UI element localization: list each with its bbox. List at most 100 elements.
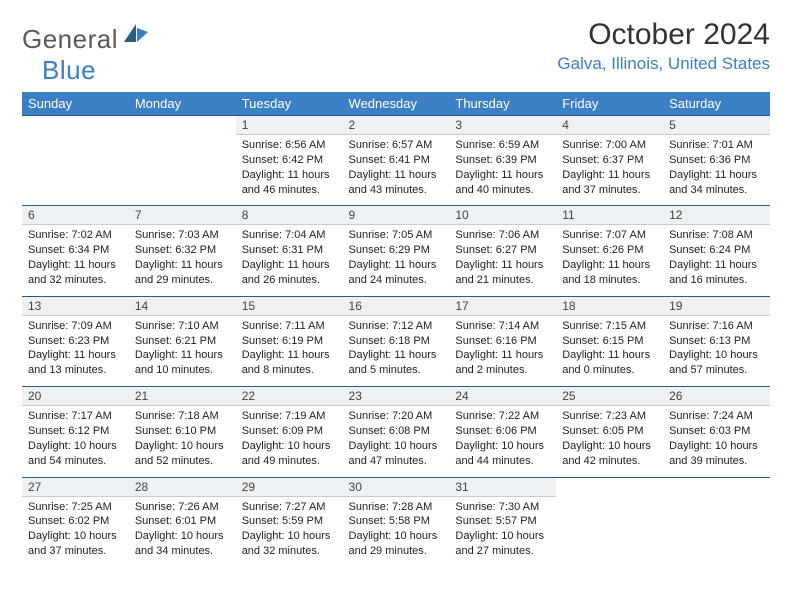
daylight-text: Daylight: 10 hours — [349, 529, 444, 544]
daylight-text: Daylight: 10 hours — [28, 439, 123, 454]
daylight-text: Daylight: 11 hours — [455, 168, 550, 183]
day-cell: Sunrise: 7:01 AMSunset: 6:36 PMDaylight:… — [663, 135, 770, 206]
sunset-text: Sunset: 6:09 PM — [242, 424, 337, 439]
day-number-row: 13141516171819 — [22, 296, 770, 315]
day-cell: Sunrise: 7:11 AMSunset: 6:19 PMDaylight:… — [236, 315, 343, 386]
daylight-text-2: and 8 minutes. — [242, 363, 337, 378]
day-number: 13 — [22, 296, 129, 315]
daylight-text: Daylight: 11 hours — [562, 258, 657, 273]
daylight-text-2: and 49 minutes. — [242, 454, 337, 469]
daylight-text: Daylight: 10 hours — [135, 529, 230, 544]
sunset-text: Sunset: 6:06 PM — [455, 424, 550, 439]
day-content-row: Sunrise: 7:09 AMSunset: 6:23 PMDaylight:… — [22, 315, 770, 386]
daylight-text: Daylight: 11 hours — [669, 168, 764, 183]
day-number: 1 — [236, 116, 343, 135]
sunrise-text: Sunrise: 7:11 AM — [242, 319, 337, 334]
weekday-header-row: Sunday Monday Tuesday Wednesday Thursday… — [22, 92, 770, 116]
day-number: 9 — [343, 206, 450, 225]
day-number: 4 — [556, 116, 663, 135]
sunrise-text: Sunrise: 7:16 AM — [669, 319, 764, 334]
sunrise-text: Sunrise: 7:18 AM — [135, 409, 230, 424]
day-number: 8 — [236, 206, 343, 225]
sunrise-text: Sunrise: 7:03 AM — [135, 228, 230, 243]
sunset-text: Sunset: 5:58 PM — [349, 514, 444, 529]
daylight-text-2: and 21 minutes. — [455, 273, 550, 288]
daylight-text-2: and 27 minutes. — [455, 544, 550, 559]
sunset-text: Sunset: 6:13 PM — [669, 334, 764, 349]
day-number: 10 — [449, 206, 556, 225]
day-number-row: 6789101112 — [22, 206, 770, 225]
daylight-text: Daylight: 11 hours — [349, 348, 444, 363]
sunset-text: Sunset: 6:03 PM — [669, 424, 764, 439]
weekday-header: Monday — [129, 92, 236, 116]
day-cell: Sunrise: 6:59 AMSunset: 6:39 PMDaylight:… — [449, 135, 556, 206]
sunrise-text: Sunrise: 7:04 AM — [242, 228, 337, 243]
daylight-text-2: and 5 minutes. — [349, 363, 444, 378]
daylight-text-2: and 57 minutes. — [669, 363, 764, 378]
sunset-text: Sunset: 5:57 PM — [455, 514, 550, 529]
daylight-text-2: and 43 minutes. — [349, 183, 444, 198]
daylight-text-2: and 40 minutes. — [455, 183, 550, 198]
daylight-text: Daylight: 11 hours — [135, 258, 230, 273]
day-cell: Sunrise: 6:57 AMSunset: 6:41 PMDaylight:… — [343, 135, 450, 206]
sunset-text: Sunset: 6:27 PM — [455, 243, 550, 258]
sunset-text: Sunset: 6:01 PM — [135, 514, 230, 529]
sunset-text: Sunset: 6:05 PM — [562, 424, 657, 439]
daylight-text-2: and 29 minutes. — [349, 544, 444, 559]
sunrise-text: Sunrise: 7:12 AM — [349, 319, 444, 334]
day-number: 29 — [236, 477, 343, 496]
sunrise-text: Sunrise: 7:23 AM — [562, 409, 657, 424]
sunrise-text: Sunrise: 7:25 AM — [28, 500, 123, 515]
day-number: 18 — [556, 296, 663, 315]
sunrise-text: Sunrise: 7:00 AM — [562, 138, 657, 153]
weekday-header: Wednesday — [343, 92, 450, 116]
sunrise-text: Sunrise: 7:02 AM — [28, 228, 123, 243]
day-cell: Sunrise: 7:16 AMSunset: 6:13 PMDaylight:… — [663, 315, 770, 386]
daylight-text: Daylight: 11 hours — [669, 258, 764, 273]
daylight-text: Daylight: 11 hours — [242, 348, 337, 363]
daylight-text-2: and 13 minutes. — [28, 363, 123, 378]
day-number: 25 — [556, 387, 663, 406]
sunrise-text: Sunrise: 7:19 AM — [242, 409, 337, 424]
day-cell: Sunrise: 7:06 AMSunset: 6:27 PMDaylight:… — [449, 225, 556, 296]
day-number: 30 — [343, 477, 450, 496]
weekday-header: Tuesday — [236, 92, 343, 116]
day-number-row: 2728293031 — [22, 477, 770, 496]
day-cell — [663, 496, 770, 567]
day-number: 31 — [449, 477, 556, 496]
sunset-text: Sunset: 6:15 PM — [562, 334, 657, 349]
sunrise-text: Sunrise: 7:17 AM — [28, 409, 123, 424]
daylight-text: Daylight: 11 hours — [242, 258, 337, 273]
sunrise-text: Sunrise: 7:22 AM — [455, 409, 550, 424]
day-cell: Sunrise: 7:05 AMSunset: 6:29 PMDaylight:… — [343, 225, 450, 296]
daylight-text-2: and 37 minutes. — [28, 544, 123, 559]
sunset-text: Sunset: 6:18 PM — [349, 334, 444, 349]
day-cell: Sunrise: 7:20 AMSunset: 6:08 PMDaylight:… — [343, 406, 450, 477]
daylight-text-2: and 29 minutes. — [135, 273, 230, 288]
sunset-text: Sunset: 6:24 PM — [669, 243, 764, 258]
day-cell: Sunrise: 7:14 AMSunset: 6:16 PMDaylight:… — [449, 315, 556, 386]
day-cell: Sunrise: 7:08 AMSunset: 6:24 PMDaylight:… — [663, 225, 770, 296]
day-number: 22 — [236, 387, 343, 406]
day-cell: Sunrise: 7:07 AMSunset: 6:26 PMDaylight:… — [556, 225, 663, 296]
day-cell: Sunrise: 7:24 AMSunset: 6:03 PMDaylight:… — [663, 406, 770, 477]
day-cell: Sunrise: 7:00 AMSunset: 6:37 PMDaylight:… — [556, 135, 663, 206]
daylight-text-2: and 47 minutes. — [349, 454, 444, 469]
sunset-text: Sunset: 6:36 PM — [669, 153, 764, 168]
sunrise-text: Sunrise: 7:27 AM — [242, 500, 337, 515]
daylight-text-2: and 39 minutes. — [669, 454, 764, 469]
location: Galva, Illinois, United States — [557, 54, 770, 74]
sunset-text: Sunset: 6:37 PM — [562, 153, 657, 168]
sunrise-text: Sunrise: 6:59 AM — [455, 138, 550, 153]
sunrise-text: Sunrise: 7:30 AM — [455, 500, 550, 515]
daylight-text-2: and 16 minutes. — [669, 273, 764, 288]
day-cell: Sunrise: 7:27 AMSunset: 5:59 PMDaylight:… — [236, 496, 343, 567]
daylight-text: Daylight: 11 hours — [28, 258, 123, 273]
sunrise-text: Sunrise: 7:24 AM — [669, 409, 764, 424]
sunset-text: Sunset: 6:19 PM — [242, 334, 337, 349]
sunrise-text: Sunrise: 7:06 AM — [455, 228, 550, 243]
daylight-text-2: and 46 minutes. — [242, 183, 337, 198]
day-cell: Sunrise: 7:03 AMSunset: 6:32 PMDaylight:… — [129, 225, 236, 296]
day-number: 24 — [449, 387, 556, 406]
sunset-text: Sunset: 6:26 PM — [562, 243, 657, 258]
